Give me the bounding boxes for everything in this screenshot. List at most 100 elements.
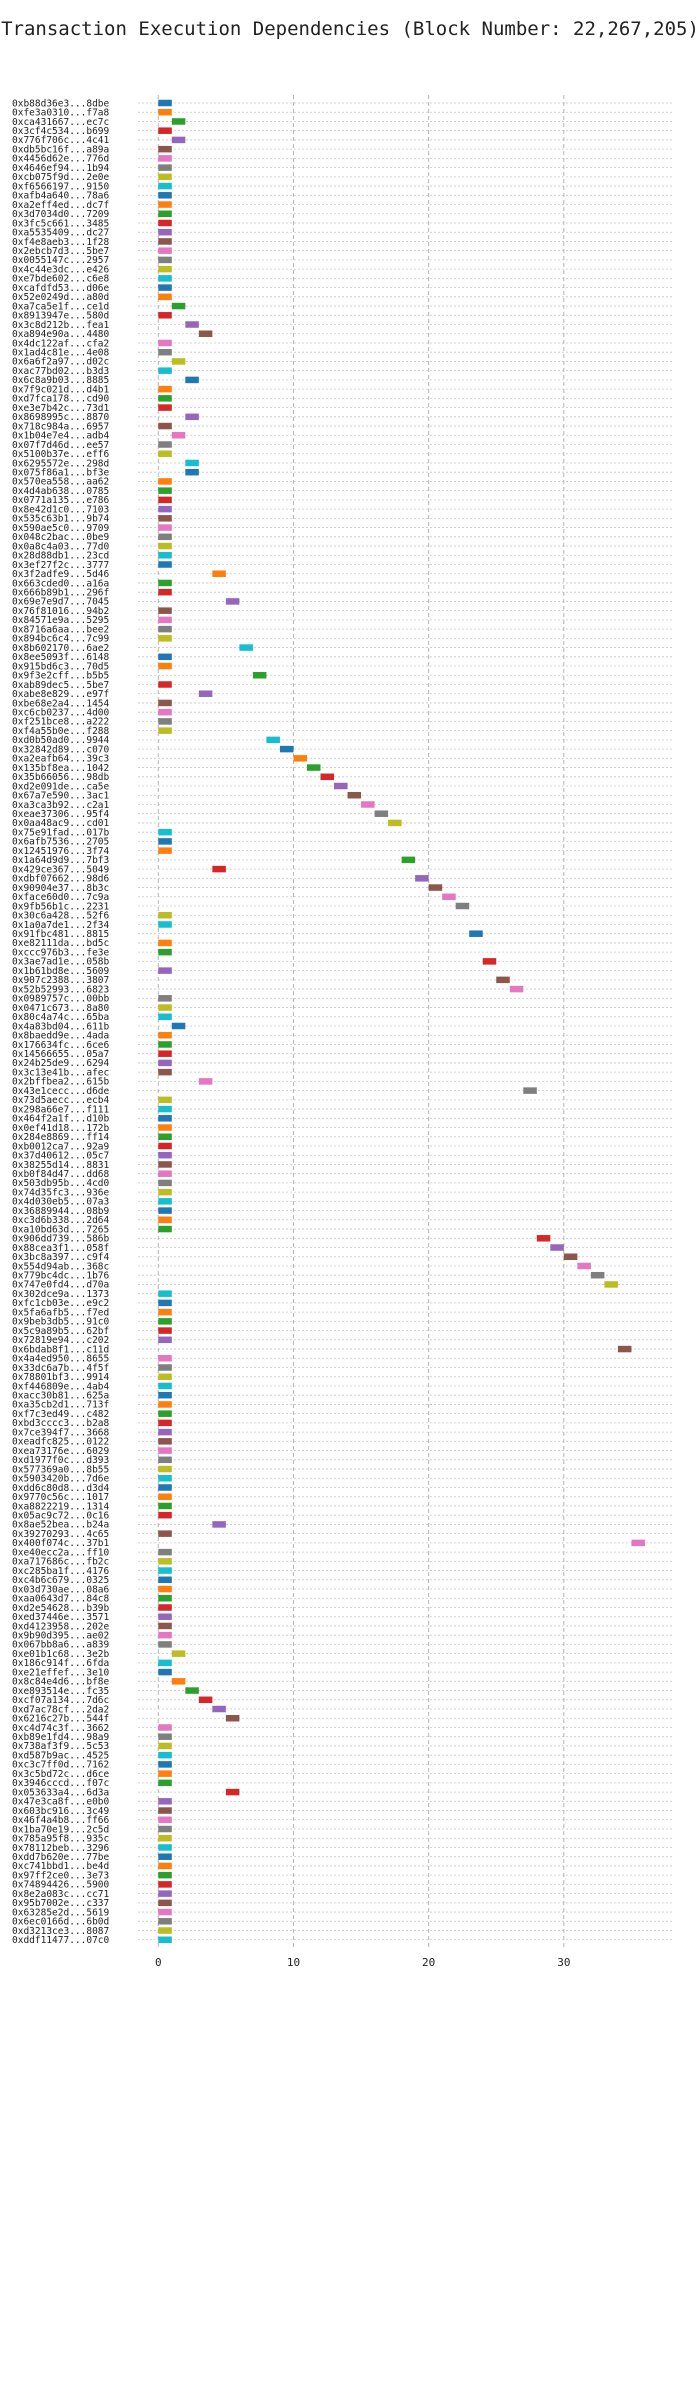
transaction-bar [158,1041,172,1048]
row-label: 0x6a6f2a97...d02c [12,357,109,368]
row-label: 0x78112beb...3296 [12,1843,110,1854]
transaction-bar [225,598,240,605]
row-label: 0x37d40612...05c7 [12,1151,109,1162]
transaction-bar [212,865,226,873]
transaction-bar [455,902,470,910]
transaction-bar [158,1050,172,1057]
transaction-bar [158,1724,172,1731]
transaction-bar [158,1585,172,1593]
transaction-bar [158,487,172,494]
transaction-bar [158,1770,172,1777]
transaction-bar [158,210,172,218]
transaction-bar [158,1595,172,1602]
row-label: 0x4646ef94...1b94 [12,163,110,174]
row-label: 0x429ce367...5049 [12,864,110,875]
transaction-bar [158,339,172,347]
transaction-bar [158,635,172,642]
row-label: 0x3c5bd72c...d6ce [12,1769,110,1780]
row-label: 0x0055147c...2957 [12,255,109,266]
transaction-bar [212,1705,226,1713]
row-label: 0xe7bde602...c6e8 [12,274,110,285]
transaction-bar [158,1807,172,1814]
row-label: 0x3fc5c661...3485 [12,218,109,229]
row-label: 0x12451976...3f74 [12,846,110,857]
transaction-bar [158,1484,172,1491]
transaction-bar [415,875,429,882]
row-label: 0x78801bf3...9914 [12,1372,110,1383]
transaction-bar [158,238,172,245]
row-label: 0x894bc6c4...7c99 [12,634,110,645]
transaction-bar [158,155,172,162]
row-label: 0xe893514e...fc35 [12,1686,109,1697]
transaction-bar [158,1834,172,1842]
transaction-bar [158,662,172,670]
transaction-bar [158,1881,172,1888]
transaction-bar [306,764,321,771]
row-label: 0x4a83bd04...611b [12,1021,110,1032]
transaction-bar [158,1613,172,1620]
row-label: 0x284e8869...ff14 [12,1132,110,1143]
transaction-bar [158,1511,172,1519]
bars-layer [158,99,645,1944]
row-label: 0x302dce9a...1373 [12,1289,109,1300]
row-label: 0xfe3a0310...f7a8 [12,108,110,119]
row-label: 0xf7c3ed49...c482 [12,1409,109,1420]
transaction-bar [617,1345,632,1353]
row-label: 0x9fb56b1c...2231 [12,901,110,912]
transaction-bar [171,302,186,310]
transaction-bar [158,1419,172,1427]
x-tick-label: 0 [155,1956,162,1969]
row-label: 0xc3d6b338...2d64 [12,1215,110,1226]
row-label: 0x73d5aecc...ecb4 [12,1095,110,1106]
transaction-bar [158,247,172,254]
transaction-bar [185,459,199,467]
row-label: 0x8ae52bea...b24a [12,1520,109,1531]
row-label: 0x298a66e7...f111 [12,1104,110,1115]
transaction-bar [158,348,172,356]
transaction-bar [482,958,497,965]
row-label: 0x9beb3db5...91c0 [12,1317,110,1328]
row-label: 0x63285e2d...5619 [12,1907,110,1918]
transaction-bar [171,1022,186,1030]
row-label: 0xe3e7b42c...73d1 [12,403,110,414]
transaction-bar [442,893,456,901]
transaction-bar [185,413,199,421]
transaction-bar [185,376,199,384]
row-labels: 0xb88d36e3...8dbe0xfe3a0310...f7a80xca43… [12,98,110,1946]
row-label: 0xc6cb0237...4d00 [12,707,110,718]
transaction-bar [158,1364,172,1371]
row-label: 0x9770c56c...1017 [12,1492,109,1503]
row-label: 0x8716a6aa...bee2 [12,624,109,635]
row-label: 0x74894426...5900 [12,1880,110,1891]
transaction-bar [158,1825,172,1833]
x-tick-label: 10 [287,1956,300,1969]
transaction-bar [185,321,199,328]
transaction-bar [401,856,416,864]
row-label: 0x38255d14...8831 [12,1160,110,1171]
transaction-bar [158,1798,172,1805]
transaction-bar [293,755,307,762]
row-label: 0xeadfc825...0122 [12,1437,109,1448]
transaction-bar [158,450,172,457]
row-label: 0x785a95f8...935c [12,1834,109,1845]
row-label: 0xf6566197...9150 [12,181,110,192]
row-label: 0x74d35fc3...936e [12,1187,110,1198]
row-label: 0x2ebcb7d3...5be7 [12,246,109,257]
transaction-bar [158,108,172,116]
row-label: 0xcb075f9d...2e0e [12,172,110,183]
transaction-bar [158,1751,172,1759]
transaction-bar [158,533,172,541]
transaction-bar [158,1622,172,1630]
transaction-bar [198,1078,213,1085]
row-label: 0x0aa48ac9...cd01 [12,818,110,829]
transaction-bar [158,542,172,550]
row-label: 0xc285ba1f...4176 [12,1566,110,1577]
transaction-bar [158,1761,172,1768]
row-label: 0xd3213ce3...8087 [12,1926,109,1937]
transaction-bar [252,672,267,679]
transaction-bar [171,432,186,439]
row-label: 0x47e3ca8f...e0b0 [12,1797,110,1808]
transaction-bar [158,145,172,153]
transaction-bar [509,985,524,993]
row-label: 0x14566655...05a7 [12,1049,109,1060]
